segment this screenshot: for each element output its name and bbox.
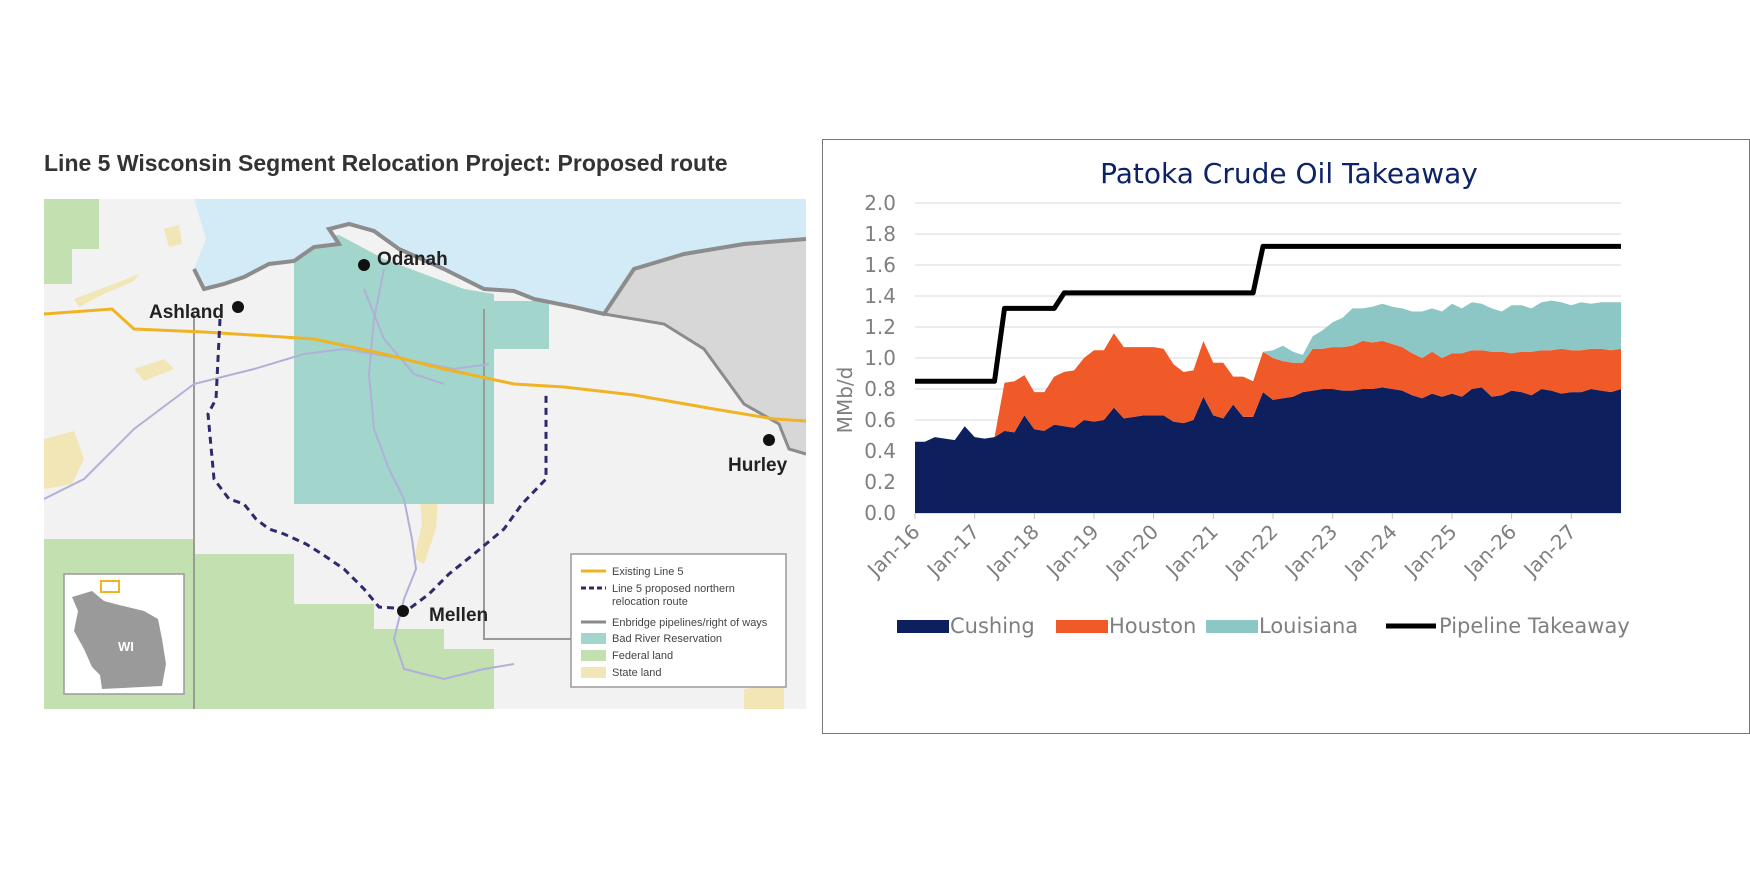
legend-label-proposed-route: Line 5 proposed northern: [612, 583, 735, 595]
federal-land-area: [194, 554, 374, 709]
legend-swatch-houston: [1056, 620, 1108, 633]
legend-swatch-bad-river: [581, 633, 606, 644]
route-map: Odanah Ashland Hurley Mellen WI Existing…: [44, 199, 806, 709]
y-axis-label: MMb/d: [833, 367, 857, 434]
y-tick-label: 0.4: [864, 439, 896, 463]
lake-superior: [194, 199, 806, 314]
x-tick-label: Jan-19: [1040, 520, 1103, 583]
y-tick-label: 1.4: [864, 284, 896, 308]
legend-label-proposed-route-2: relocation route: [612, 596, 688, 608]
state-land-area: [164, 225, 182, 247]
proposed-relocation-route: [206, 318, 548, 611]
y-tick-labels: 0.0 0.2 0.4 0.6 0.8 1.0 1.2 1.4 1.6 1.8 2.0: [864, 191, 896, 525]
y-tick-label: 1.2: [864, 315, 896, 339]
legend-label-existing-line: Existing Line 5: [612, 566, 684, 578]
ashland-dot: [232, 301, 244, 313]
ashland-label: Ashland: [149, 302, 224, 323]
line-pipeline-takeaway: [915, 243, 1621, 384]
federal-land-area: [44, 199, 99, 284]
bad-river-reservation: [294, 235, 549, 504]
legend-label-state: State land: [612, 667, 662, 679]
x-tick-label: Jan-24: [1339, 520, 1402, 583]
state-land-area: [44, 431, 84, 489]
legend-swatch-federal: [581, 650, 606, 661]
map-title: Line 5 Wisconsin Segment Relocation Proj…: [44, 150, 728, 176]
x-tick-label: Jan-16: [861, 520, 924, 583]
existing-line-5: [44, 307, 806, 423]
inset-label: WI: [118, 639, 134, 654]
x-tick-label: Jan-17: [921, 520, 984, 583]
michigan-land: [604, 239, 806, 454]
y-tick-label: 2.0: [864, 191, 896, 215]
stacked-areas: [915, 300, 1621, 513]
odanah-label: Odanah: [377, 249, 448, 270]
state-land-area: [744, 684, 784, 709]
takeaway-line-layer: [915, 243, 1621, 384]
map-legend-box: [570, 553, 787, 688]
shoreline: [192, 221, 806, 317]
river: [367, 268, 515, 681]
area-houston: [915, 333, 1621, 442]
hurley-dot: [763, 434, 775, 446]
y-tick-label: 1.8: [864, 222, 896, 246]
legend-label-federal: Federal land: [612, 650, 673, 662]
map-panel: Line 5 Wisconsin Segment Relocation Proj…: [44, 140, 806, 710]
chart-panel: Patoka Crude Oil Takeaway MMb/d 0.0 0.2 0.…: [822, 139, 1750, 734]
area-louisiana: [915, 300, 1621, 442]
wisconsin-silhouette: [72, 591, 166, 689]
legend-swatch-cushing: [897, 620, 949, 633]
x-tick-label: Jan-27: [1518, 520, 1581, 583]
y-tick-label: 1.6: [864, 253, 896, 277]
federal-land-area: [464, 649, 494, 689]
legend-label-enbridge: Enbridge pipelines/right of ways: [612, 617, 768, 629]
y-tick-label: 0.6: [864, 408, 896, 432]
x-tick-label: Jan-20: [1100, 520, 1163, 583]
mellen-label: Mellen: [429, 605, 488, 626]
y-tick-label: 0.2: [864, 470, 896, 494]
x-tick-label: Jan-21: [1160, 520, 1223, 583]
federal-land-area: [374, 629, 444, 709]
area-cushing: [915, 387, 1621, 513]
x-tick-label: Jan-22: [1219, 520, 1282, 583]
chart-legend: Cushing Houston Louisiana Pipeline Takeaway: [897, 614, 1630, 638]
legend-swatch-state: [581, 667, 606, 678]
hurley-label: Hurley: [728, 455, 788, 476]
inset-highlight-box: [100, 580, 120, 593]
map-legend: Existing Line 5 Line 5 proposed northern…: [570, 553, 787, 688]
x-tick-labels: Jan-16Jan-17Jan-18Jan-19Jan-20Jan-21Jan-…: [861, 520, 1581, 583]
enbridge-right-of-way: [483, 309, 574, 640]
patoka-chart: Patoka Crude Oil Takeaway MMb/d 0.00.20.…: [833, 157, 1630, 638]
y-tick-label: 0.0: [864, 501, 896, 525]
legend-label-houston: Houston: [1109, 614, 1196, 638]
y-tick-label: 1.0: [864, 346, 896, 370]
state-land-area: [134, 359, 174, 381]
x-tick-label: Jan-18: [981, 520, 1044, 583]
state-land-area: [74, 274, 139, 307]
legend-label-cushing: Cushing: [950, 614, 1035, 638]
mellen-dot: [397, 605, 409, 617]
legend-label-bad-river: Bad River Reservation: [612, 633, 722, 645]
legend-swatch-louisiana: [1206, 620, 1258, 633]
chart-title: Patoka Crude Oil Takeaway: [1100, 157, 1478, 190]
legend-label-pipeline-takeaway: Pipeline Takeaway: [1439, 614, 1630, 638]
wisconsin-inset: WI: [63, 573, 185, 695]
state-border: [603, 312, 806, 456]
x-tick-label: Jan-23: [1279, 520, 1342, 583]
x-tick-label: Jan-26: [1458, 520, 1521, 583]
legend-label-louisiana: Louisiana: [1259, 614, 1358, 638]
x-tick-label: Jan-25: [1398, 520, 1461, 583]
odanah-dot: [358, 259, 370, 271]
y-tick-label: 0.8: [864, 377, 896, 401]
